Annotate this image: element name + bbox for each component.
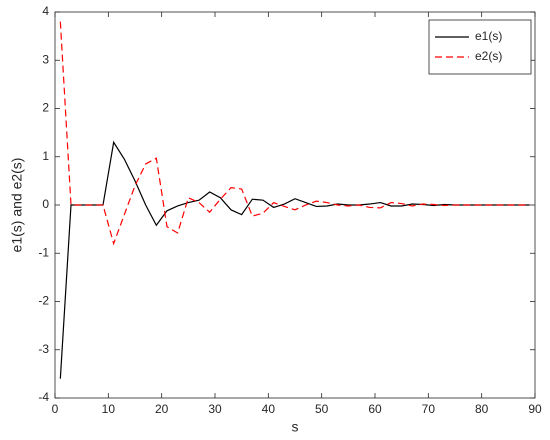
legend-label: e1(s) <box>475 29 502 43</box>
y-tick-label: 0 <box>42 197 49 211</box>
y-tick-label: -2 <box>38 294 49 308</box>
x-tick-label: 80 <box>475 402 489 416</box>
y-axis-label: e1(s) and e2(s) <box>9 158 25 253</box>
x-tick-label: 10 <box>102 402 116 416</box>
x-tick-label: 30 <box>208 402 222 416</box>
series-line <box>59 21 530 246</box>
x-axis-label: s <box>292 419 299 435</box>
y-tick-label: 1 <box>42 149 49 163</box>
x-tick-label: 90 <box>528 402 542 416</box>
x-tick-label: 40 <box>262 402 276 416</box>
y-tick-label: -3 <box>38 342 49 356</box>
y-tick-label: 3 <box>42 52 49 66</box>
x-tick-label: 60 <box>368 402 382 416</box>
y-tick-label: -4 <box>38 390 49 404</box>
series-line <box>59 140 530 379</box>
x-tick-label: 50 <box>315 402 329 416</box>
y-tick-label: 2 <box>42 101 49 115</box>
x-tick-label: 0 <box>52 402 59 416</box>
x-tick-label: 70 <box>422 402 436 416</box>
legend-box <box>428 19 532 75</box>
y-tick-label: 4 <box>42 4 49 18</box>
legend-label: e2(s) <box>475 49 502 63</box>
y-tick-label: -1 <box>38 245 49 259</box>
x-tick-label: 20 <box>155 402 169 416</box>
